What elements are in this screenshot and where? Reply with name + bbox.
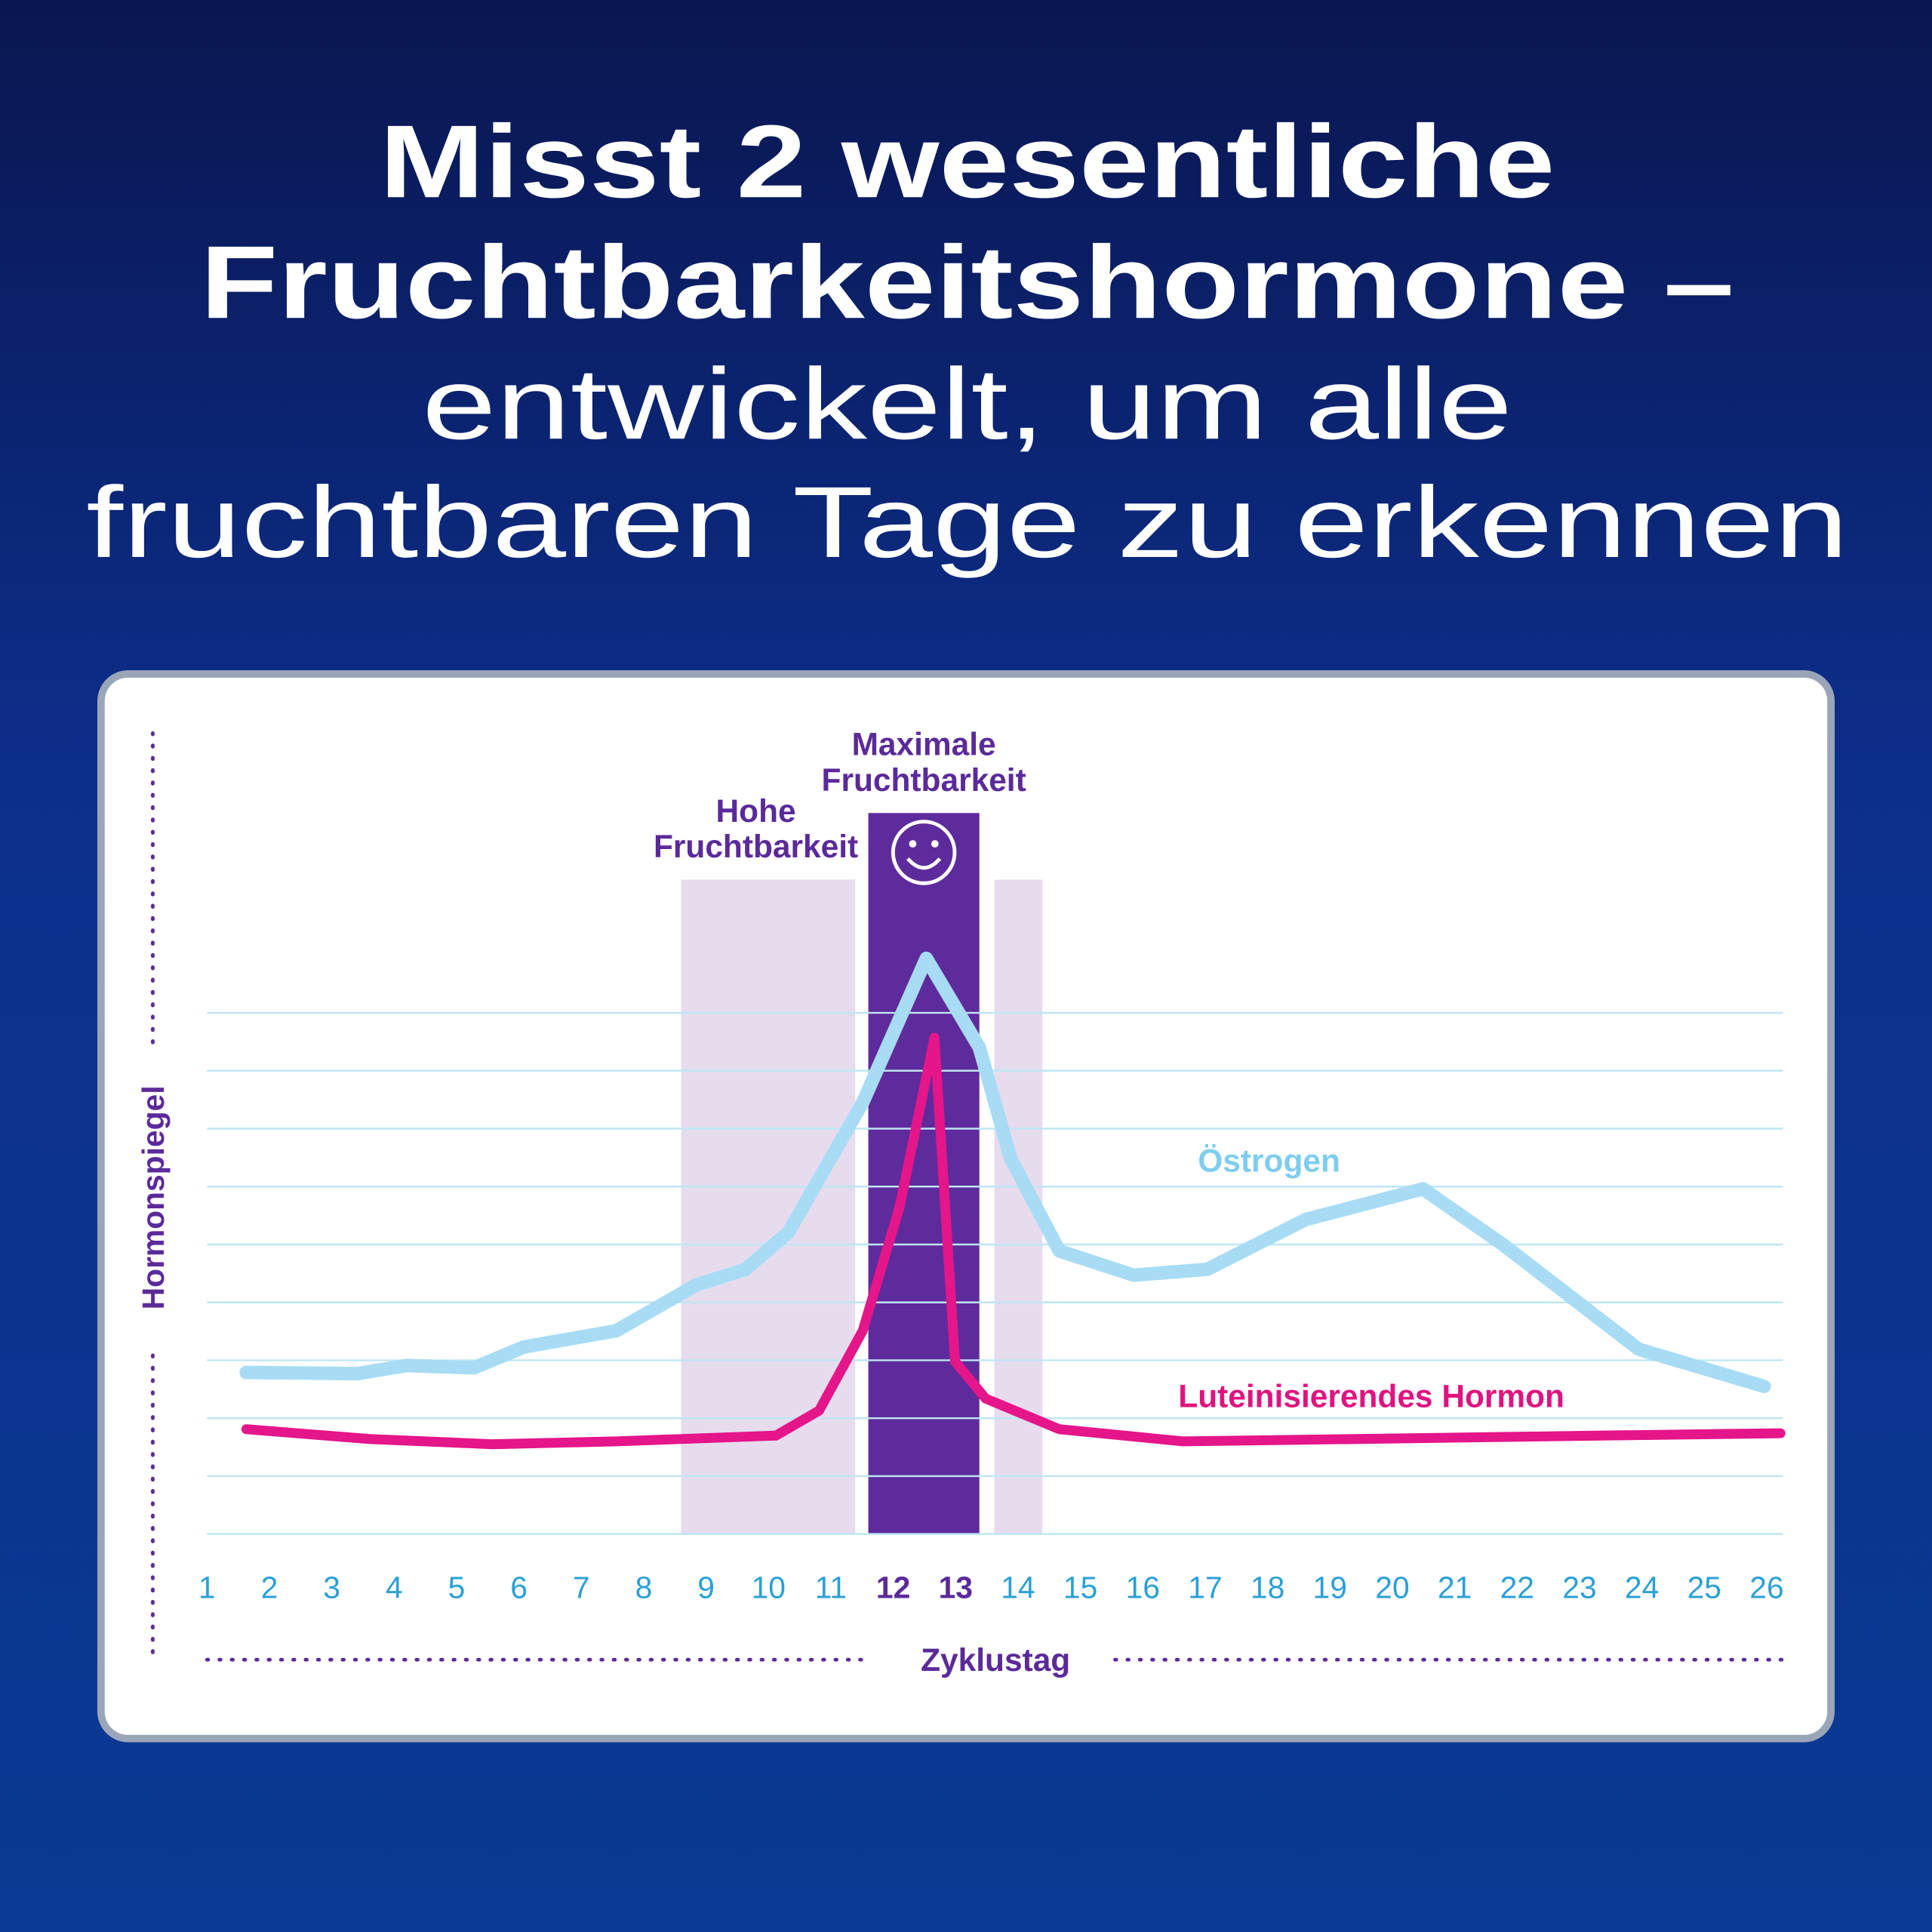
series-label: Luteinisierendes Hormon [1178,1378,1564,1414]
smiley-eye [909,840,917,848]
x-tick-label: 5 [448,1571,466,1605]
x-tick-label: 10 [752,1571,786,1605]
x-tick-label: 24 [1625,1571,1659,1605]
x-tick-label: 21 [1438,1571,1472,1605]
band-label: Hohe [716,793,796,829]
band-label: Fruchtbarkeit [654,829,858,864]
x-tick-label: 19 [1313,1571,1347,1605]
x-tick-label: 4 [386,1571,403,1605]
series-label: Östrogen [1198,1143,1340,1179]
x-tick-label: 6 [510,1571,528,1605]
x-tick-label: 2 [261,1571,278,1605]
x-tick-label: 16 [1126,1571,1160,1605]
subtitle: fruchtbaren Tage zu erkennen [86,466,1848,579]
fertility-band [868,813,980,1534]
x-tick-label: 23 [1562,1571,1596,1605]
smiley-mouth [906,857,942,870]
band-label: Fruchtbarkeit [822,762,1026,798]
x-tick-label: 13 [939,1571,973,1605]
x-tick-label: 11 [815,1571,847,1605]
x-tick-label: 8 [635,1571,653,1605]
fertility-band [681,879,856,1534]
band-label: Maximale [852,727,996,762]
title: Fruchtbarkeitshormone – [200,225,1734,340]
subtitle: entwickelt, um alle [422,348,1512,460]
x-tick-label: 3 [323,1571,340,1605]
smiley [891,820,957,885]
series-line [241,1032,1786,1450]
x-tick-label: 1 [198,1571,216,1605]
series-line [239,951,1771,1393]
x-tick-label: 12 [876,1571,910,1605]
title: Misst 2 wesentliche [380,104,1555,220]
x-tick-label: 20 [1375,1571,1409,1605]
x-tick-label: 7 [573,1571,590,1605]
x-tick-label: 15 [1063,1571,1097,1605]
x-tick-label: 22 [1500,1571,1534,1605]
x-tick-label: 26 [1749,1571,1783,1605]
axis-lines [151,731,1785,1662]
x-axis-label: Zyklustag [921,1642,1070,1678]
y-axis-label: Hormonspiegel [136,1085,171,1309]
smiley-eye [931,840,939,848]
x-tick-label: 25 [1687,1571,1721,1605]
x-tick-label: 14 [1001,1571,1035,1605]
x-tick-label: 9 [697,1571,715,1605]
x-tick-label: 17 [1188,1571,1222,1605]
x-tick-label: 18 [1251,1571,1284,1605]
